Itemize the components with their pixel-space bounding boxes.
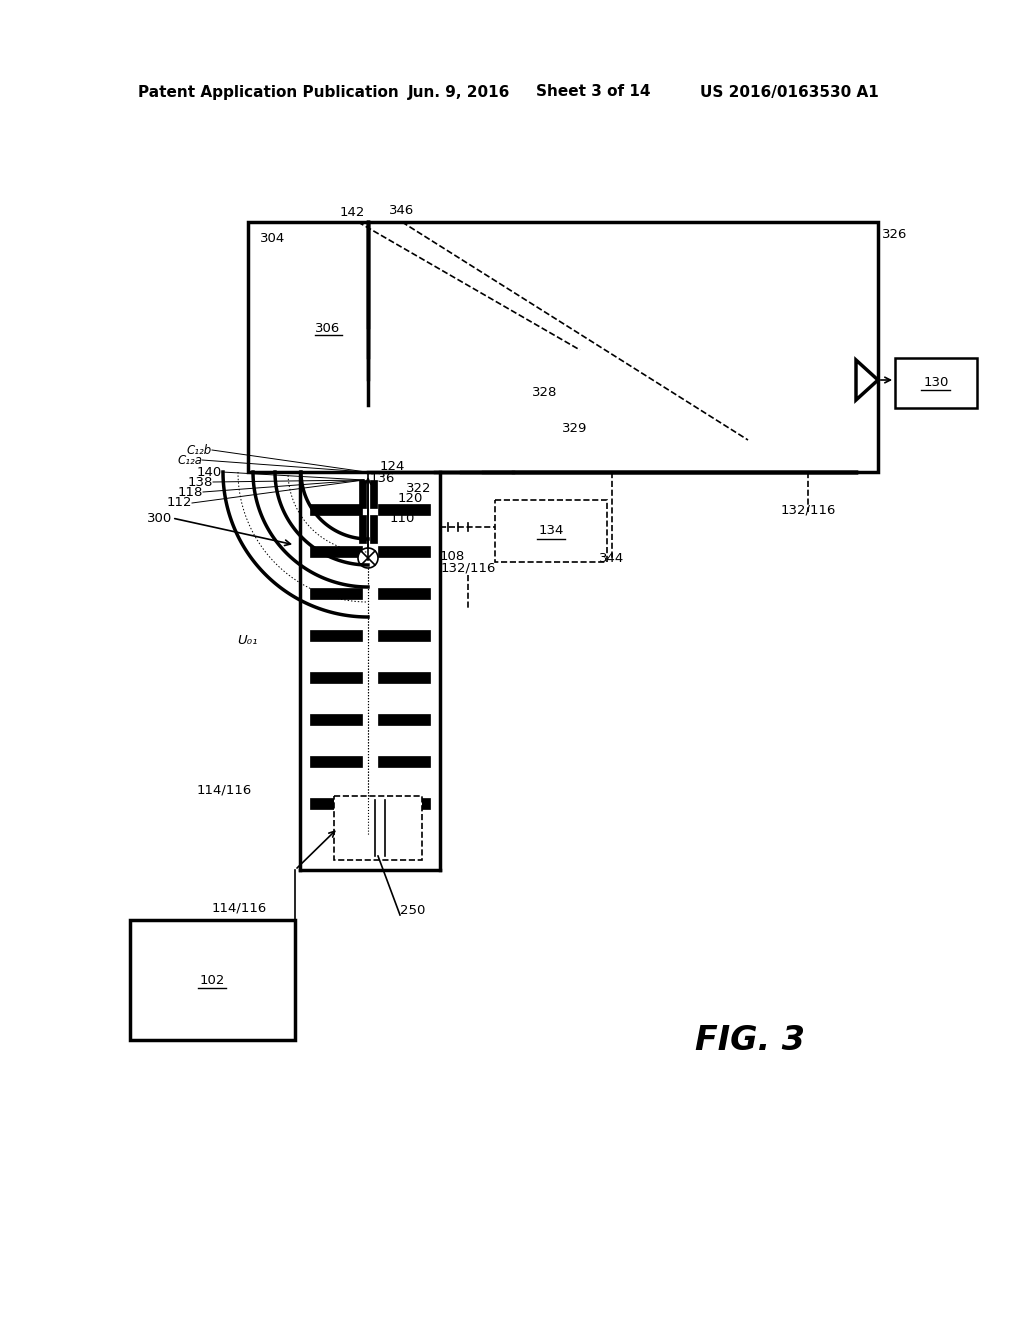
Text: 250: 250	[400, 903, 425, 916]
Bar	[310, 587, 362, 599]
Bar	[130, 920, 295, 1040]
Bar	[310, 756, 362, 767]
Text: C₁₂b: C₁₂b	[186, 444, 212, 457]
Bar	[378, 630, 430, 642]
Bar	[248, 222, 878, 473]
Circle shape	[358, 548, 378, 568]
Text: 132/116: 132/116	[780, 503, 836, 516]
Bar	[378, 799, 430, 809]
Text: 132/116: 132/116	[440, 561, 496, 574]
Bar	[372, 820, 378, 828]
Text: 110: 110	[390, 511, 416, 524]
Text: 140: 140	[197, 466, 222, 479]
Text: 304: 304	[260, 231, 286, 244]
Text: 120: 120	[398, 491, 423, 504]
Bar	[895, 358, 977, 408]
Text: 136: 136	[370, 471, 395, 484]
Text: C₁₂a: C₁₂a	[177, 454, 202, 466]
Text: US 2016/0163530 A1: US 2016/0163530 A1	[700, 84, 879, 99]
Bar	[359, 515, 366, 543]
Bar	[378, 756, 430, 767]
Bar	[310, 546, 362, 557]
Bar	[382, 810, 388, 817]
Bar	[378, 672, 430, 682]
Text: 138: 138	[187, 475, 213, 488]
Bar	[370, 480, 377, 508]
Bar	[382, 820, 388, 828]
Bar	[310, 714, 362, 725]
Bar	[370, 515, 377, 543]
Bar	[310, 799, 362, 809]
Text: Jun. 9, 2016: Jun. 9, 2016	[408, 84, 510, 99]
Bar	[359, 480, 366, 508]
Text: 114/116: 114/116	[197, 784, 252, 796]
Text: 344: 344	[599, 552, 625, 565]
Text: Patent Application Publication: Patent Application Publication	[138, 84, 398, 99]
Text: 114/116: 114/116	[212, 902, 267, 915]
Bar	[334, 796, 422, 861]
Text: 112: 112	[167, 496, 193, 510]
Text: 142: 142	[339, 206, 365, 219]
Text: U₀₁: U₀₁	[238, 634, 258, 647]
Bar	[372, 810, 378, 817]
Bar	[310, 504, 362, 515]
Bar	[378, 714, 430, 725]
Text: 329: 329	[562, 421, 588, 434]
Text: 118: 118	[177, 486, 203, 499]
Bar	[378, 587, 430, 599]
Text: 322: 322	[406, 482, 431, 495]
Bar	[495, 500, 607, 562]
Text: 306: 306	[315, 322, 340, 334]
Text: 102: 102	[200, 974, 224, 986]
Text: Sheet 3 of 14: Sheet 3 of 14	[536, 84, 650, 99]
Bar	[378, 546, 430, 557]
Text: 346: 346	[389, 203, 415, 216]
Bar	[310, 630, 362, 642]
Text: 130: 130	[924, 376, 948, 389]
Text: 124: 124	[380, 461, 406, 474]
Text: 108: 108	[440, 549, 465, 562]
Text: 134: 134	[539, 524, 563, 537]
Bar	[310, 672, 362, 682]
Bar	[378, 504, 430, 515]
Bar	[338, 800, 418, 855]
Polygon shape	[856, 360, 878, 400]
Text: 300: 300	[146, 511, 172, 524]
Text: 328: 328	[532, 385, 558, 399]
Text: FIG. 3: FIG. 3	[695, 1023, 805, 1056]
Text: 326: 326	[882, 228, 907, 242]
